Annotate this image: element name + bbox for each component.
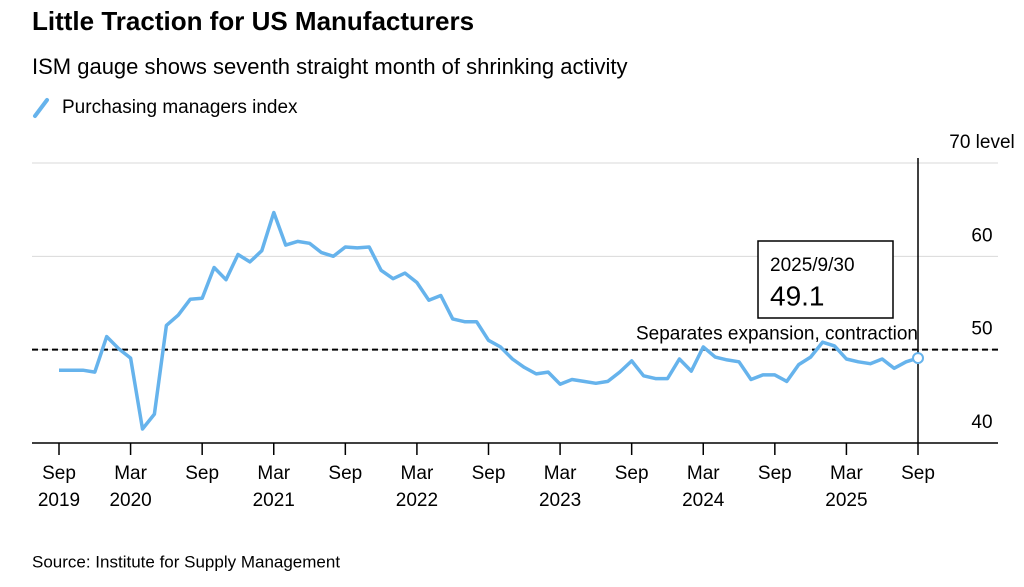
legend-swatch (33, 98, 49, 118)
x-tick-label: 2020 (109, 490, 151, 511)
series-line (59, 210, 919, 431)
y-tick-label: 60 (971, 225, 992, 246)
callout-date: 2025/9/30 (770, 255, 855, 276)
x-tick-label: Sep (185, 463, 219, 484)
legend-label: Purchasing managers index (62, 97, 298, 118)
x-tick-label: 2021 (253, 490, 295, 511)
x-tick-label: 2024 (682, 490, 725, 511)
y-tick-label: 70 level (949, 132, 1015, 153)
x-tick-label: Mar (830, 463, 863, 484)
x-tick-label: 2022 (396, 490, 438, 511)
x-tick-label: Mar (257, 463, 290, 484)
source: Source: Institute for Supply Management (32, 552, 340, 571)
x-tick-label: Mar (114, 463, 147, 484)
chart-title: Little Traction for US Manufacturers (32, 6, 474, 36)
callout-value: 49.1 (770, 280, 825, 311)
x-tick-label: Mar (687, 463, 720, 484)
x-tick-label: Sep (615, 463, 649, 484)
x-tick-label: Sep (758, 463, 792, 484)
x-tick-label: 2023 (539, 490, 581, 511)
x-tick-label: 2019 (38, 490, 80, 511)
y-tick-label: 40 (971, 412, 992, 433)
x-tick-label: Sep (42, 463, 76, 484)
x-tick-label: Sep (328, 463, 362, 484)
chart-subtitle: ISM gauge shows seventh straight month o… (32, 54, 628, 79)
x-tick-label: 2025 (825, 490, 867, 511)
callout-box (757, 240, 894, 319)
y-tick-label: 50 (971, 319, 992, 340)
last-point (912, 352, 924, 365)
reference-label: Separates expansion, contraction (636, 324, 918, 345)
x-tick-label: Mar (401, 463, 434, 484)
x-tick-label: Sep (901, 463, 935, 484)
x-tick-label: Mar (544, 463, 577, 484)
x-tick-label: Sep (472, 463, 506, 484)
